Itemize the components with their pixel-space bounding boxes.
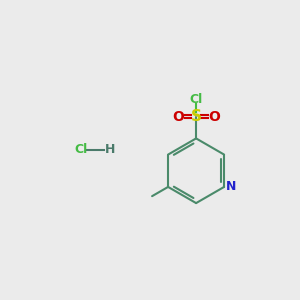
Text: Cl: Cl	[190, 93, 203, 106]
Text: N: N	[226, 180, 236, 194]
Text: O: O	[172, 110, 184, 124]
Text: Cl: Cl	[74, 143, 87, 157]
Text: O: O	[208, 110, 220, 124]
Text: H: H	[105, 143, 115, 157]
Text: S: S	[190, 110, 202, 124]
